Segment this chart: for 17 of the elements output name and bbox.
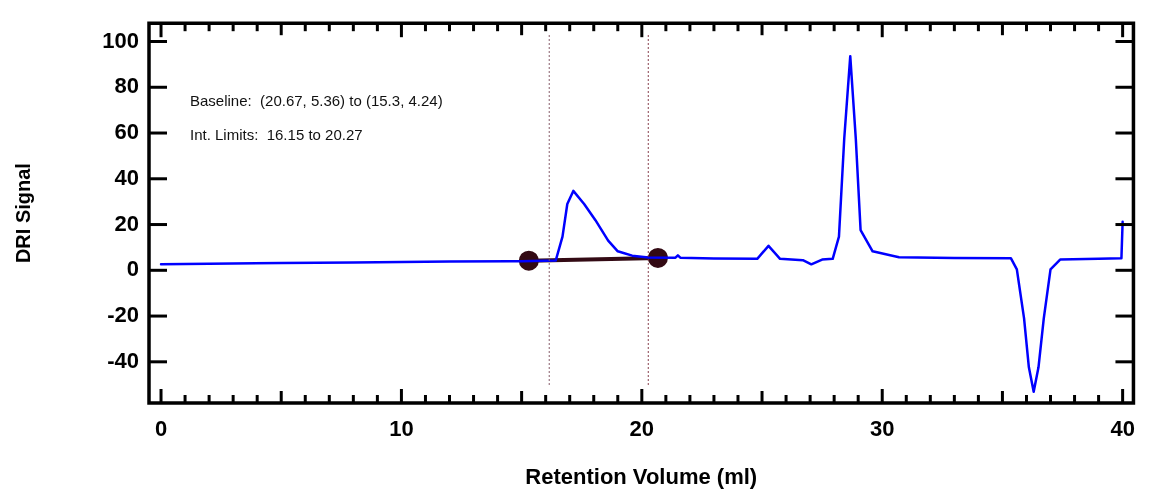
x-tick-label: 30 — [869, 416, 895, 442]
y-tick-label: 40 — [114, 164, 139, 190]
y-tick-label: -40 — [107, 347, 139, 373]
x-tick-label: 0 — [154, 416, 168, 442]
annotation: Baseline: (20.67, 5.36) to (15.3, 4.24) — [190, 92, 443, 110]
y-tick-label: 80 — [114, 73, 139, 99]
annotation: Int. Limits: 16.15 to 20.27 — [190, 126, 363, 144]
y-axis-title: DRI Signal — [11, 163, 34, 264]
x-tick-label: 10 — [389, 416, 414, 442]
y-tick-label: 100 — [102, 27, 139, 53]
x-tick-label: 40 — [1110, 416, 1135, 442]
y-tick-label: 0 — [126, 256, 139, 282]
y-tick-label: 60 — [114, 119, 139, 145]
y-tick-label: -20 — [107, 302, 139, 328]
y-tick-label: 20 — [114, 210, 139, 236]
x-axis-title: Retention Volume (ml) — [525, 463, 758, 489]
x-tick-label: 20 — [629, 416, 655, 442]
